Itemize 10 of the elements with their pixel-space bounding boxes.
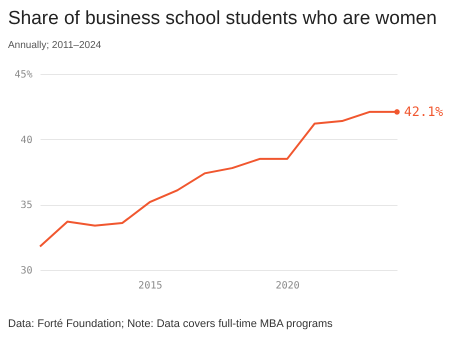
y-tick-label: 45% — [14, 70, 32, 80]
y-tick-label: 30 — [20, 266, 32, 276]
annotation: 42.1% — [404, 104, 444, 120]
x-tick-label: 2020 — [276, 280, 300, 292]
y-tick-label: 40 — [20, 134, 32, 146]
chart-subtitle: Annually; 2011–2024 — [8, 40, 102, 51]
chart-title: Share of business school students who are women — [8, 8, 437, 30]
x-tick-label: 2015 — [138, 280, 162, 292]
y-tick-label: 35 — [20, 200, 32, 212]
text: Data: Forté Foundation; Note: Data covers full-time MBA programs — [8, 318, 333, 330]
